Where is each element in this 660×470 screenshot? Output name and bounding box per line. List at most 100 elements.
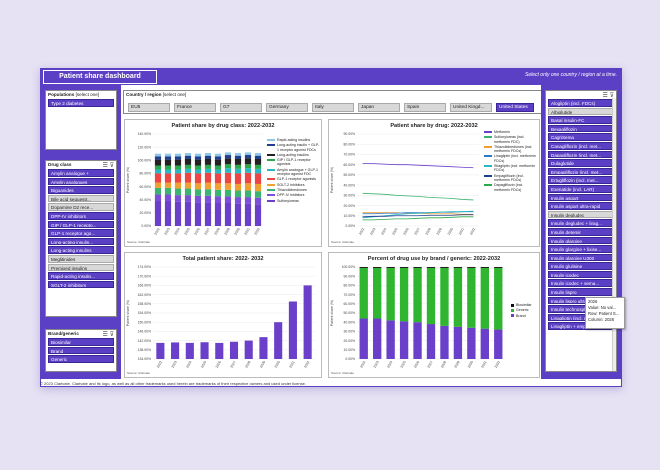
drug-panel: ☰ ⊽ Alogliptin (incl. FDCs) Albiglutide B…: [545, 90, 617, 372]
chart-drug-share: 0.00% 10.00% 20.00% 30.00% 40.00% 50.00% 60.00…: [328, 119, 540, 247]
drug-item[interactable]: Insulin detemir: [548, 227, 614, 236]
drug-class-item[interactable]: Amylin analogues: [48, 177, 114, 186]
bar-segment: [244, 197, 252, 204]
country-button[interactable]: France: [174, 103, 216, 112]
drug-item[interactable]: Canagliflozin (incl. met...: [548, 141, 614, 150]
bar-segment: [214, 169, 222, 174]
country-button[interactable]: Japan: [358, 103, 400, 112]
legend-swatch: [267, 178, 275, 181]
bar-segment: [373, 267, 382, 319]
country-button[interactable]: United Kingd...: [450, 103, 492, 112]
y-tick-label: 70.00%: [344, 293, 356, 297]
drug-item[interactable]: Insulin icodec + sema...: [548, 279, 614, 288]
drug-class-item[interactable]: Long-acting insulin...: [48, 237, 114, 246]
drug-item[interactable]: Dulaglutide: [548, 159, 614, 167]
drug-item[interactable]: Insulin icodec: [548, 270, 614, 279]
drug-item[interactable]: Exenatide (incl. LAR): [548, 184, 614, 193]
bar-segment: [164, 194, 172, 202]
bar-segment: [164, 182, 172, 188]
drug-class-item[interactable]: Amylin analogue +: [48, 169, 114, 177]
y-tick-label: 158.00%: [138, 302, 151, 306]
drug-class-item[interactable]: Dopamine D2 rece...: [48, 203, 114, 211]
legend-swatch: [484, 131, 492, 133]
drug-list: Albiglutide Basal insulin-FC Bexagliflozin…: [546, 107, 616, 331]
bar-segment: [194, 159, 202, 166]
filter-icon[interactable]: ⊽: [109, 163, 114, 169]
population-item[interactable]: Type 2 diabetes: [48, 99, 114, 107]
drug-item[interactable]: Insulin glargine: [548, 236, 614, 245]
drug-item[interactable]: Bexagliflozin: [548, 124, 614, 133]
drug-item[interactable]: Albiglutide: [548, 107, 614, 116]
drug-item[interactable]: Insulin aspart: [548, 193, 614, 202]
drug-list-scrollbar[interactable]: [612, 98, 616, 371]
bar-segment: [254, 158, 262, 165]
y-tick-label: 150.00%: [138, 320, 151, 324]
country-button[interactable]: G7: [220, 103, 262, 112]
country-button[interactable]: Italy: [312, 103, 354, 112]
drug-item[interactable]: Ertugliflozin (incl. met...: [548, 176, 614, 184]
bar-segment: [234, 183, 242, 191]
drug-item[interactable]: CagriSema: [548, 133, 614, 141]
filter-icon[interactable]: ⊽: [109, 332, 114, 338]
drug-item[interactable]: Insulin aspart ultra-rapid: [548, 202, 614, 210]
chart-title: Percent of drug use by brand / generic: …: [367, 256, 501, 262]
bar-segment: [204, 153, 212, 156]
drug-class-item[interactable]: DPP-IV inhibitors: [48, 211, 114, 220]
drug-item[interactable]: Insulin glargine + lixise...: [548, 245, 614, 253]
drug-class-item[interactable]: GLP-1 receptor ago...: [48, 229, 114, 237]
drug-item[interactable]: Insulin degludec: [548, 210, 614, 219]
bar-segment: [164, 156, 172, 160]
drug-class-item[interactable]: SGLT-2 inhibitors: [48, 280, 114, 289]
bar-segment: [244, 183, 252, 191]
bar-segment: [244, 172, 252, 184]
bar-segment: [224, 189, 232, 197]
drug-item[interactable]: Insulin glulisine: [548, 262, 614, 270]
bar-segment: [254, 173, 262, 184]
bar-segment: [244, 158, 252, 165]
bar-segment: [254, 191, 262, 198]
drug-class-item[interactable]: GIP / GLP-1 recepto...: [48, 220, 114, 229]
drug-item[interactable]: Insulin degludec + lirag...: [548, 219, 614, 227]
x-tick-label: 2027: [414, 227, 421, 236]
drug-item[interactable]: Insulin glargine U300: [548, 253, 614, 262]
drug-class-item[interactable]: Biguanides: [48, 186, 114, 194]
drug-item[interactable]: Alogliptin (incl. FDCs): [548, 99, 614, 107]
drug-item[interactable]: Basal insulin-FC: [548, 116, 614, 124]
y-tick-label: 162.00%: [138, 293, 151, 297]
drug-item[interactable]: Dapagliflozin (incl. met...: [548, 150, 614, 159]
multi-select-icon[interactable]: ☰: [102, 163, 108, 169]
country-button[interactable]: Spain: [404, 103, 446, 112]
y-axis-label: Patient share (%): [330, 167, 334, 193]
bar-segment: [154, 169, 162, 174]
chart-title: Total patient share: 2022- 2032: [182, 256, 264, 262]
drug-class-item[interactable]: Rapid-acting insulin...: [48, 272, 114, 280]
bar-segment: [224, 168, 232, 173]
drug-class-item[interactable]: Premixed insulins: [48, 263, 114, 272]
bar-segment: [194, 195, 202, 203]
multi-select-icon[interactable]: ☰: [102, 332, 108, 338]
brand-generic-item[interactable]: Brand: [48, 346, 114, 355]
chart-svg: 0.00% 10.00% 20.00% 30.00% 40.00% 50.00% 60.00…: [330, 132, 479, 236]
country-button[interactable]: Germany: [266, 103, 308, 112]
bar-segment: [234, 153, 242, 156]
bar: [171, 342, 180, 359]
country-panel: Country / region [select one] EU5 France G…: [123, 90, 543, 114]
country-button[interactable]: United States: [496, 103, 534, 112]
country-button[interactable]: EU5: [128, 103, 170, 112]
bar-segment: [174, 182, 182, 189]
drug-class-item[interactable]: Meglitinides: [48, 254, 114, 263]
brand-generic-item[interactable]: Biosimilar: [48, 338, 114, 346]
multi-select-icon[interactable]: ☰: [602, 93, 608, 99]
legend-entry: DPP-IV inhibitors: [267, 193, 321, 197]
legend-entry: Generic: [511, 308, 539, 312]
drug-class-item[interactable]: Bile acid sequestr...: [48, 194, 114, 203]
y-tick-label: 90.00%: [344, 132, 356, 136]
y-tick-label: 60.00%: [344, 302, 356, 306]
brand-generic-item[interactable]: Generic: [48, 355, 114, 363]
drug-class-item[interactable]: Long-acting insulins: [48, 246, 114, 254]
bar-segment: [244, 190, 252, 198]
bar-segment: [154, 165, 162, 170]
drug-item[interactable]: Insulin lispro: [548, 288, 614, 296]
filter-icon[interactable]: ⊽: [609, 93, 614, 99]
drug-item[interactable]: Empagliflozin (incl. met...: [548, 167, 614, 176]
